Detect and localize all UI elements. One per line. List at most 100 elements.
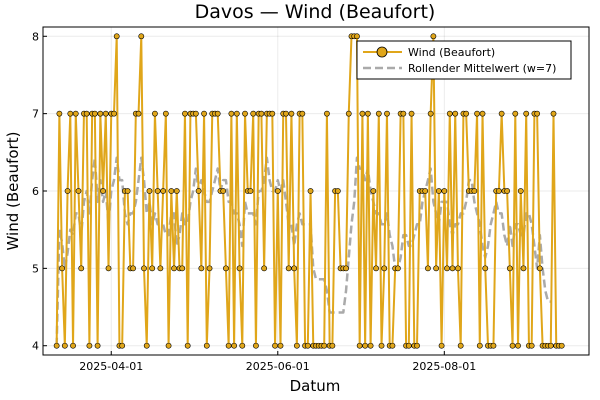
y-tick-label: 6	[32, 185, 39, 198]
wind-point	[324, 110, 330, 117]
wind-point	[558, 342, 565, 349]
wind-point	[228, 110, 235, 117]
wind-point	[231, 342, 237, 349]
wind-point	[536, 265, 543, 272]
legend-marker-wind	[376, 46, 388, 58]
wind-point	[236, 265, 243, 272]
wind-point	[515, 342, 521, 349]
wind-point	[400, 110, 407, 117]
wind-line	[55, 35, 562, 347]
wind-point	[534, 110, 541, 117]
wind-point	[160, 188, 167, 194]
wind-point	[285, 265, 292, 272]
wind-point	[329, 342, 336, 349]
wind-point	[75, 188, 82, 194]
wind-point	[214, 110, 221, 117]
wind-point	[384, 110, 390, 117]
wind-point	[250, 110, 257, 117]
wind-point	[394, 265, 401, 272]
wind-point	[78, 265, 85, 272]
wind-point	[223, 265, 229, 272]
wind-point	[283, 110, 289, 117]
y-tick-label: 7	[32, 108, 39, 121]
wind-point	[168, 188, 175, 194]
wind-point	[509, 342, 516, 349]
wind-point	[102, 110, 109, 117]
wind-point	[53, 342, 60, 349]
wind-point	[192, 110, 199, 117]
wind-point	[356, 342, 363, 349]
wind-point	[359, 110, 366, 117]
legend-box	[356, 40, 572, 80]
wind-point	[157, 265, 164, 272]
wind-point	[528, 342, 535, 349]
wind-point	[152, 110, 158, 117]
wind-point	[471, 188, 478, 194]
wind-point	[476, 342, 483, 349]
wind-point	[233, 110, 240, 117]
wind-point	[422, 188, 429, 194]
wind-point	[433, 265, 440, 272]
x-axis-label: Datum	[290, 377, 341, 395]
wind-point	[162, 110, 169, 117]
wind-point	[370, 188, 377, 194]
wind-point	[523, 110, 530, 117]
tick-labels: 4 5 6 7 8 2025-04-01 2025-06-01 2025-08-01	[32, 30, 476, 373]
wind-point	[277, 342, 284, 349]
wind-point	[441, 188, 448, 194]
wind-point	[367, 342, 374, 349]
wind-point	[498, 110, 505, 117]
wind-point	[119, 342, 126, 349]
wind-point	[425, 265, 431, 272]
wind-point	[253, 342, 259, 349]
wind-point	[184, 342, 191, 349]
wind-point	[91, 110, 98, 117]
wind-point	[321, 342, 328, 349]
wind-point	[171, 265, 177, 272]
wind-point	[261, 265, 268, 272]
wind-point	[291, 265, 298, 272]
wind-point	[195, 188, 202, 194]
wind-point	[345, 110, 352, 117]
wind-point	[293, 342, 300, 349]
legend-label-wind: Wind (Beaufort)	[408, 46, 495, 59]
wind-point	[72, 110, 79, 117]
wind-point	[113, 33, 120, 40]
wind-point	[203, 342, 210, 349]
wind-point	[141, 265, 147, 272]
x-tick-label: 2025-04-01	[79, 360, 143, 373]
wind-point	[173, 188, 180, 194]
wind-point	[446, 110, 453, 117]
wind-point	[242, 110, 248, 117]
wind-point	[111, 110, 117, 117]
wind-point	[179, 265, 186, 272]
wind-point	[452, 110, 459, 117]
wind-point	[97, 110, 104, 117]
wind-point	[206, 265, 213, 272]
wind-point	[547, 342, 554, 349]
y-tick-label: 8	[32, 30, 39, 43]
wind-point	[307, 188, 314, 194]
wind-point	[444, 265, 450, 272]
wind-point	[149, 265, 156, 272]
wind-point	[272, 342, 278, 349]
wind-point	[455, 265, 461, 272]
wind-point	[381, 265, 388, 272]
wind-point	[154, 188, 161, 194]
wind-point	[135, 110, 142, 117]
wind-point	[274, 188, 281, 194]
wind-point	[463, 110, 470, 117]
wind-point	[517, 188, 524, 194]
wind-point	[408, 110, 415, 117]
wind-series	[55, 35, 562, 347]
legend: Wind (Beaufort) Rollender Mittelwert (w=…	[356, 40, 572, 80]
wind-point	[496, 188, 502, 194]
wind-point	[427, 110, 434, 117]
wind-point	[438, 342, 445, 349]
wind-point	[225, 342, 232, 349]
wind-point	[143, 342, 150, 349]
wind-point	[506, 265, 513, 272]
wind-point	[457, 342, 464, 349]
wind-point	[269, 110, 276, 117]
